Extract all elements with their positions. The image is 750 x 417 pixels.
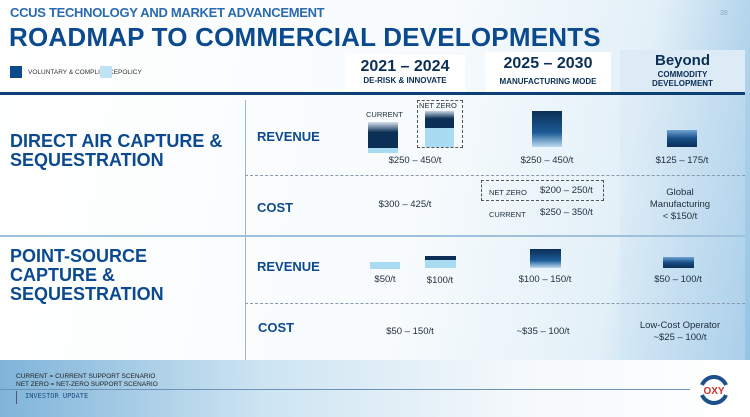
section-title-dac: DIRECT AIR CAPTURE & SEQUESTRATION xyxy=(10,131,223,170)
svg-text:OXY: OXY xyxy=(703,386,724,397)
psc-revenue-beyond: $50 – 100/t xyxy=(654,274,702,285)
row-divider xyxy=(245,175,745,176)
bar-dac-netzero-policy xyxy=(425,128,454,147)
footer-line xyxy=(0,389,690,390)
column-period: Beyond xyxy=(654,52,710,69)
row-label-revenue: REVENUE xyxy=(257,129,320,144)
row-label-cost: COST xyxy=(257,200,294,215)
column-header-2021: 2021 – 2024 DE-RISK & INNOVATE xyxy=(345,55,465,92)
row-divider xyxy=(245,303,745,304)
column-phase: COMMODITY DEVELOPMENT xyxy=(652,70,713,88)
footer-background xyxy=(0,360,750,417)
column-header-2025: 2025 – 2030 MANUFACTURING MODE xyxy=(485,52,611,92)
dac-revenue-beyond: $125 – 175/t xyxy=(655,155,709,166)
column-phase: MANUFACTURING MODE xyxy=(499,77,597,86)
dac-revenue-2025: $250 – 450/t xyxy=(520,155,574,166)
netzero-box xyxy=(417,100,463,148)
legend-swatch-voluntary xyxy=(10,66,22,78)
slide-title: ROADMAP TO COMMERCIAL DEVELOPMENTS xyxy=(9,22,601,52)
bar-dac-current-policy xyxy=(368,148,398,153)
column-phase: DE-RISK & INNOVATE xyxy=(363,76,447,85)
row-label-revenue: REVENUE xyxy=(257,259,320,274)
dac-revenue-2021: $250 – 450/t xyxy=(388,155,442,166)
dac-cost-netzero: $200 – 250/t xyxy=(540,185,593,196)
psc-cost-beyond: Low-Cost Operator ~$25 – 100/t xyxy=(620,320,740,344)
bar-psc-100-voluntary xyxy=(425,256,456,260)
legend-swatch-policy xyxy=(100,66,112,78)
footnote: CURRENT = CURRENT SUPPORT SCENARIO xyxy=(16,373,156,380)
text-line: Low-Cost Operator xyxy=(639,320,721,331)
legend-label-policy: POLICY xyxy=(118,69,142,76)
bar-dac-beyond xyxy=(667,130,697,147)
header-divider xyxy=(0,92,745,95)
column-period: 2021 – 2024 xyxy=(360,58,450,75)
slide-subtitle: CCUS TECHNOLOGY AND MARKET ADVANCEMENT xyxy=(10,5,325,20)
dac-cost-current: $250 – 350/t xyxy=(540,207,593,218)
psc-cost-2025: ~$35 – 100/t xyxy=(516,326,570,337)
psc-revenue-2021b: $100/t xyxy=(426,275,454,286)
current-tag: CURRENT xyxy=(366,110,403,119)
text-line: Manufacturing xyxy=(649,199,711,210)
bar-dac-netzero-voluntary xyxy=(425,111,454,128)
oxy-logo: OXY xyxy=(697,373,731,407)
legend-label-voluntary: VOLUNTARY & COMPLIANCE xyxy=(28,69,118,76)
dac-cost-beyond: Global Manufacturing < $150/t xyxy=(630,187,730,223)
footnote: NET ZERO = NET-ZERO SUPPORT SCENARIO xyxy=(16,381,158,388)
section-title-psc: POINT-SOURCE CAPTURE & SEQUESTRATION xyxy=(10,246,164,304)
netzero-cost-box xyxy=(481,180,604,201)
bar-dac-current-voluntary xyxy=(368,122,398,148)
bar-psc-50 xyxy=(370,262,400,269)
psc-revenue-2021a: $50/t xyxy=(374,274,396,285)
bar-psc-2025 xyxy=(530,249,561,268)
bar-psc-beyond xyxy=(663,257,694,268)
bar-psc-100-policy xyxy=(425,260,456,268)
dac-cost-netzero-tag: NET ZERO xyxy=(489,188,527,197)
footnotes: CURRENT = CURRENT SUPPORT SCENARIO NET Z… xyxy=(16,373,158,389)
row-label-cost: COST xyxy=(258,320,295,335)
psc-revenue-2025: $100 – 150/t xyxy=(518,274,572,285)
psc-cost-2021: $50 – 150/t xyxy=(386,326,434,337)
column-header-beyond: Beyond COMMODITY DEVELOPMENT xyxy=(620,50,745,92)
label-divider xyxy=(245,100,246,360)
netzero-tag: NET ZERO xyxy=(419,101,457,110)
text-line: < $150/t xyxy=(662,211,698,222)
bar-dac-2025 xyxy=(532,111,562,147)
text-line: Global xyxy=(666,187,694,198)
dac-cost-2021: $300 – 425/t xyxy=(378,199,432,210)
dac-cost-current-tag: CURRENT xyxy=(489,210,526,219)
text-line: ~$25 – 100/t xyxy=(653,332,707,343)
page-number: 38 xyxy=(720,10,728,17)
column-period: 2025 – 2030 xyxy=(503,55,593,72)
investor-update-label: INVESTOR UPDATE xyxy=(16,391,88,404)
section-divider xyxy=(0,235,745,237)
